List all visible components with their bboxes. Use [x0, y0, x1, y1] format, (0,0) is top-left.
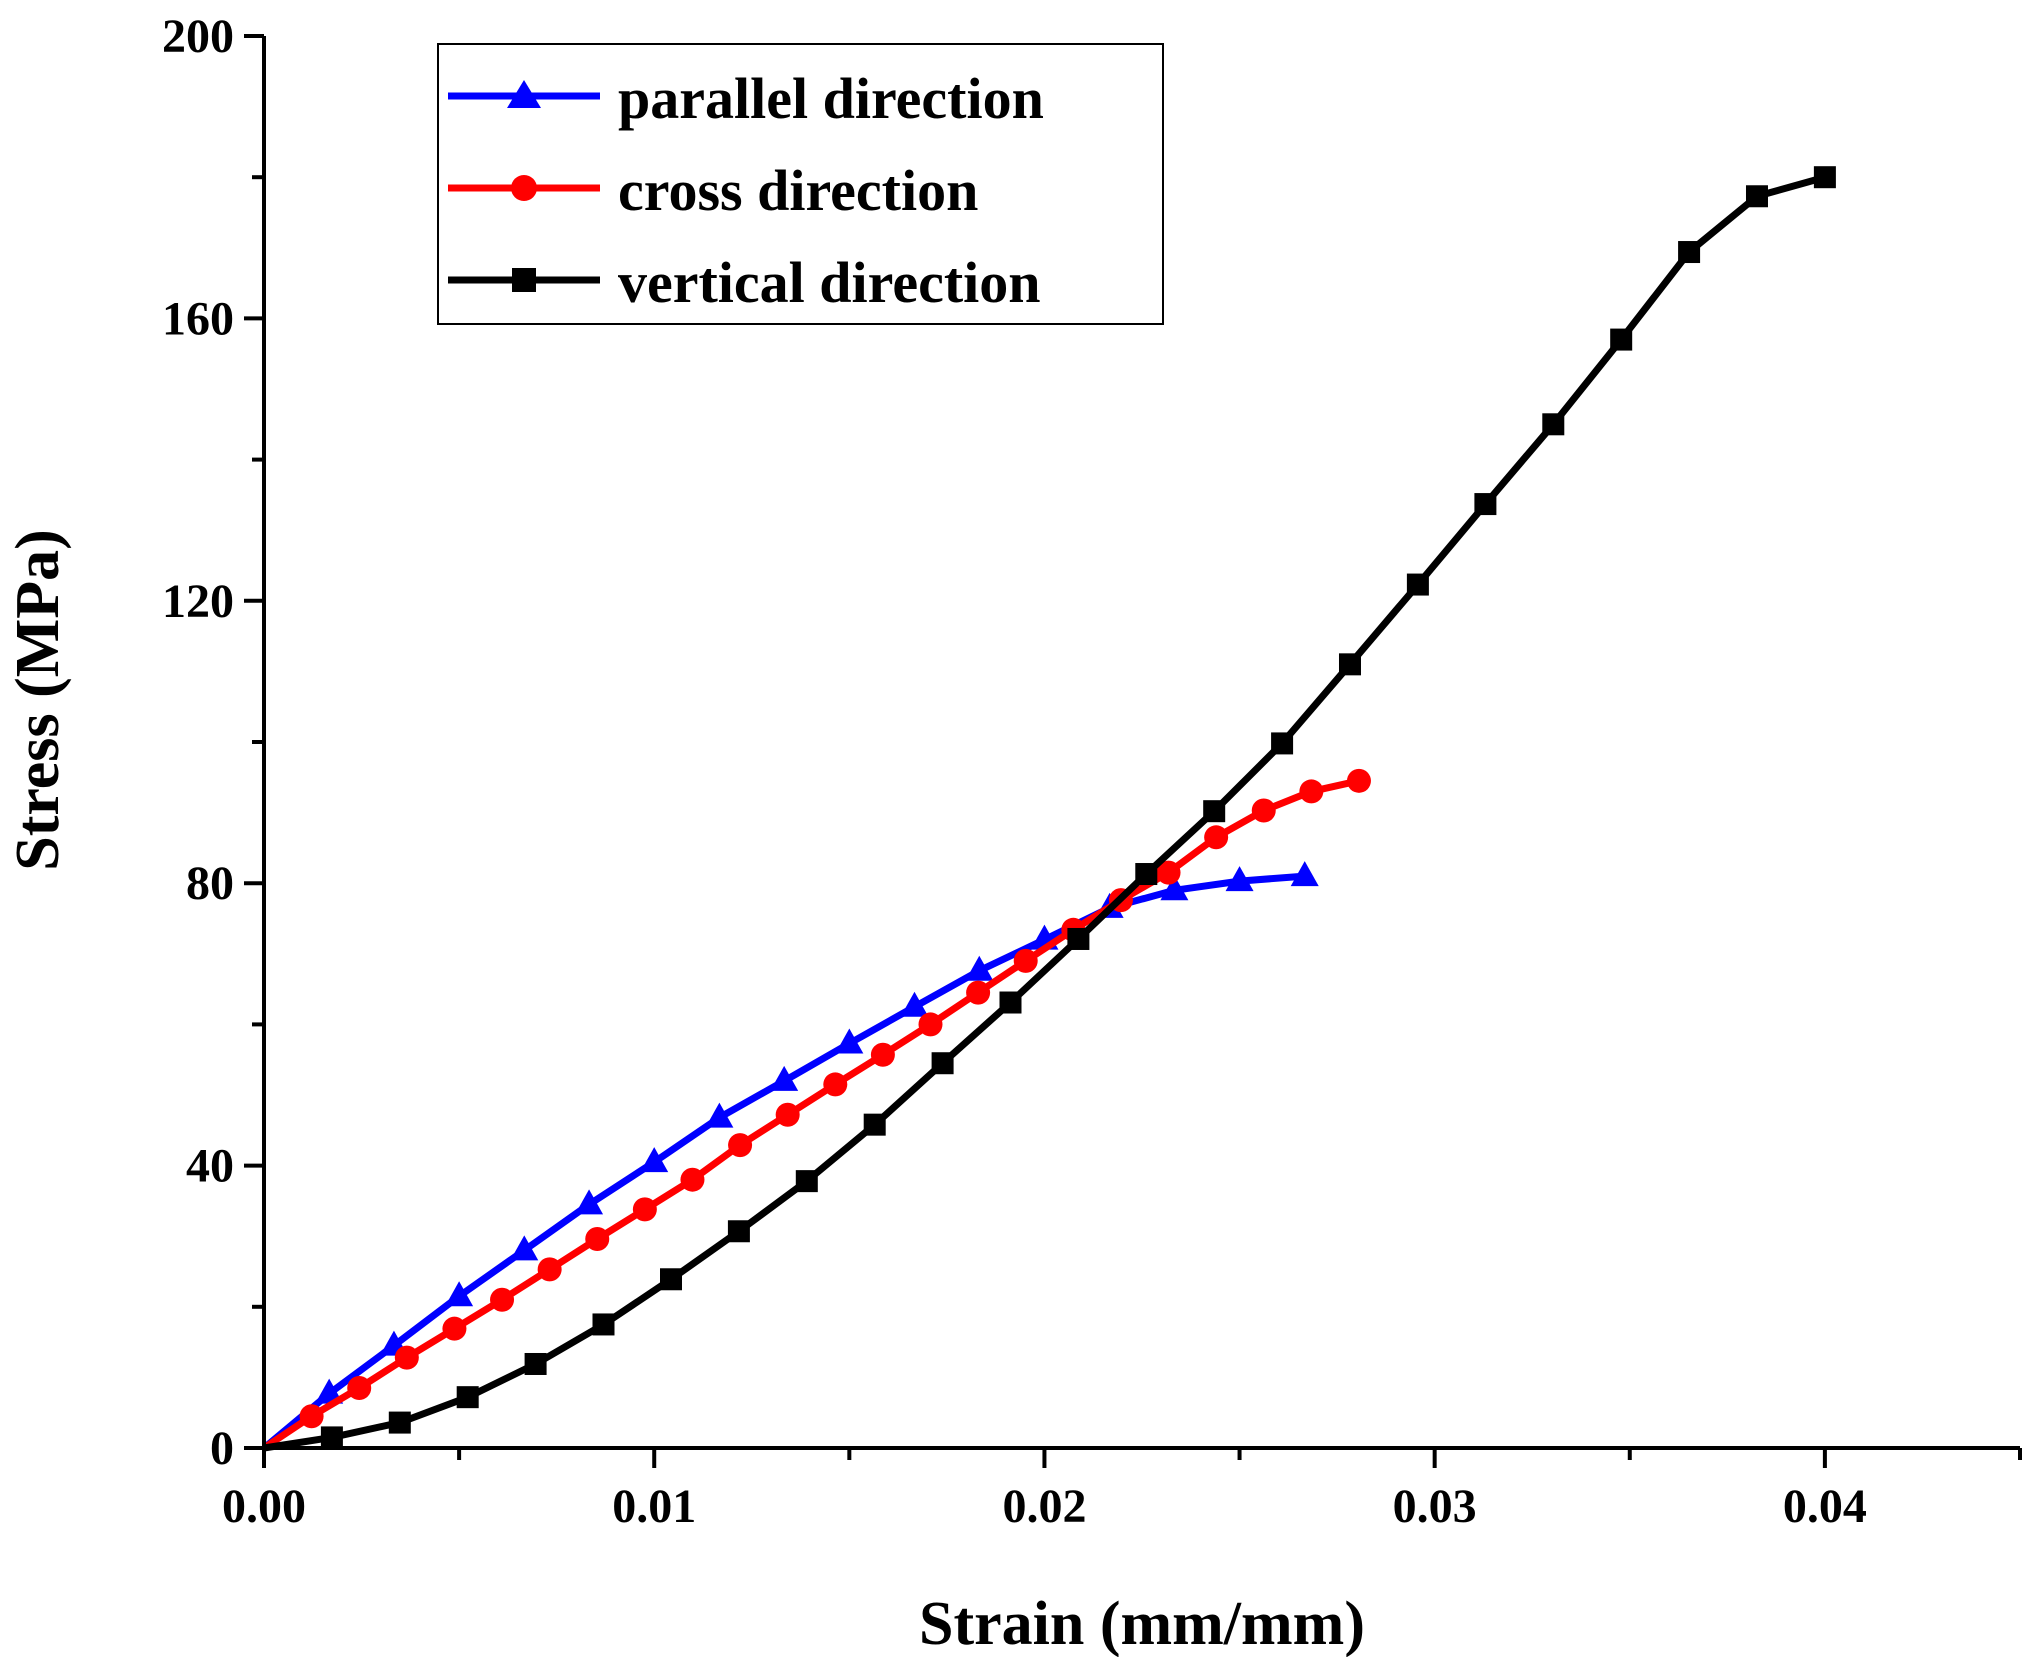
data-point-triangle	[770, 1065, 799, 1091]
data-point-triangle	[1225, 866, 1254, 892]
data-point-circle	[299, 1404, 324, 1429]
data-point-circle	[823, 1072, 848, 1097]
data-point-square	[592, 1313, 615, 1336]
data-point-square	[1474, 493, 1497, 516]
legend: parallel direction cross direction verti…	[437, 43, 1164, 325]
data-point-square	[1203, 800, 1226, 823]
legend-label-vertical: vertical direction	[618, 250, 1041, 315]
data-point-triangle	[1160, 875, 1189, 901]
data-point-circle	[728, 1133, 753, 1158]
data-point-square	[1610, 328, 1633, 351]
data-point-square	[863, 1113, 886, 1136]
data-point-square	[524, 1352, 547, 1375]
data-point-triangle	[835, 1028, 864, 1054]
data-point-square	[1271, 732, 1294, 755]
data-point-circle	[585, 1227, 610, 1252]
data-point-square	[1678, 241, 1701, 264]
data-point-square	[727, 1220, 750, 1243]
y-tick-label: 0	[210, 1422, 234, 1475]
series-layer	[262, 166, 1836, 1452]
x-tick-label: 0.00	[222, 1480, 306, 1533]
data-point-circle	[870, 1042, 895, 1067]
data-point-triangle	[965, 955, 994, 981]
data-point-circle	[966, 980, 991, 1005]
legend-entry-vertical: vertical direction	[448, 250, 1041, 315]
y-tick-label: 160	[162, 292, 234, 345]
legend-marker-circle	[511, 175, 537, 201]
data-point-circle	[442, 1316, 467, 1341]
data-point-square	[931, 1052, 954, 1075]
x-tick-label: 0.04	[1783, 1480, 1867, 1533]
legend-label-parallel: parallel direction	[618, 66, 1044, 131]
data-point-square	[456, 1386, 479, 1409]
series-line-cross-direction	[262, 777, 1363, 1452]
data-point-square	[320, 1426, 343, 1449]
data-point-circle	[632, 1197, 657, 1222]
data-point-triangle	[445, 1281, 474, 1307]
data-point-square	[1745, 185, 1768, 208]
legend-label-cross: cross direction	[618, 158, 978, 223]
y-tick-label: 80	[186, 857, 234, 910]
y-tick-label: 120	[162, 575, 234, 628]
data-point-circle	[1346, 768, 1371, 793]
data-point-circle	[680, 1167, 705, 1192]
data-point-square	[1067, 927, 1090, 950]
series-line-parallel-direction	[262, 872, 1309, 1452]
series-parallel-direction	[262, 861, 1319, 1452]
series-vertical-direction	[262, 166, 1836, 1452]
x-tick-label: 0.03	[1393, 1480, 1477, 1533]
data-point-circle	[1013, 948, 1038, 973]
legend-entry-parallel: parallel direction	[448, 66, 1044, 131]
x-axis-title: Strain (mm/mm)	[919, 1590, 1365, 1657]
y-axis-title: Stress (MPa)	[4, 529, 72, 870]
data-point-circle	[775, 1102, 800, 1127]
data-point-triangle	[510, 1235, 539, 1261]
x-tick-label: 0.02	[1002, 1480, 1086, 1533]
data-point-square	[1338, 653, 1361, 676]
x-tick-label: 0.01	[612, 1480, 696, 1533]
series-line-vertical-direction	[262, 173, 1829, 1452]
data-point-square	[795, 1170, 818, 1193]
data-point-circle	[1204, 825, 1229, 850]
data-point-triangle	[900, 991, 929, 1017]
legend-entry-cross: cross direction	[448, 158, 978, 223]
data-point-square	[1135, 863, 1158, 886]
data-point-circle	[918, 1012, 943, 1037]
y-tick-label: 40	[186, 1140, 234, 1193]
data-point-triangle	[705, 1102, 734, 1128]
axes: 0.00 0.01 0.02 0.03 0.04 0 40 80 120 160 200	[162, 10, 2022, 1533]
data-point-triangle	[1290, 861, 1319, 887]
data-point-square	[660, 1268, 683, 1291]
data-point-circle	[490, 1287, 515, 1312]
data-point-square	[1406, 573, 1429, 596]
series-cross-direction	[262, 768, 1371, 1452]
data-point-square	[1542, 413, 1565, 436]
data-point-triangle	[640, 1147, 669, 1173]
data-point-circle	[537, 1257, 562, 1282]
legend-marker-triangle	[507, 80, 541, 108]
data-point-square	[1813, 166, 1836, 189]
data-point-square	[388, 1411, 411, 1434]
data-point-circle	[1251, 798, 1276, 823]
data-point-triangle	[575, 1189, 604, 1215]
data-point-square	[999, 991, 1022, 1014]
legend-marker-square	[512, 268, 536, 292]
data-point-circle	[1299, 779, 1324, 804]
y-tick-label: 200	[162, 10, 234, 63]
data-point-circle	[394, 1345, 419, 1370]
data-point-triangle	[315, 1378, 344, 1404]
data-point-circle	[347, 1375, 372, 1400]
data-point-circle	[1156, 860, 1181, 885]
